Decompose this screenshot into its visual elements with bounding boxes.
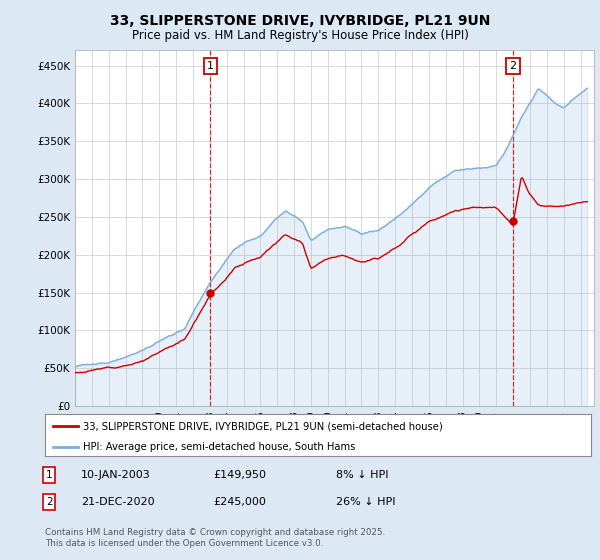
Text: Contains HM Land Registry data © Crown copyright and database right 2025.
This d: Contains HM Land Registry data © Crown c… (45, 528, 385, 548)
Text: 33, SLIPPERSTONE DRIVE, IVYBRIDGE, PL21 9UN (semi-detached house): 33, SLIPPERSTONE DRIVE, IVYBRIDGE, PL21 … (83, 421, 443, 431)
Text: Price paid vs. HM Land Registry's House Price Index (HPI): Price paid vs. HM Land Registry's House … (131, 29, 469, 42)
Text: £149,950: £149,950 (213, 470, 266, 480)
Text: 2: 2 (509, 61, 516, 71)
Text: £245,000: £245,000 (213, 497, 266, 507)
Text: HPI: Average price, semi-detached house, South Hams: HPI: Average price, semi-detached house,… (83, 442, 356, 452)
Text: 10-JAN-2003: 10-JAN-2003 (81, 470, 151, 480)
Text: 8% ↓ HPI: 8% ↓ HPI (336, 470, 389, 480)
Text: 21-DEC-2020: 21-DEC-2020 (81, 497, 155, 507)
Text: 26% ↓ HPI: 26% ↓ HPI (336, 497, 395, 507)
Text: 33, SLIPPERSTONE DRIVE, IVYBRIDGE, PL21 9UN: 33, SLIPPERSTONE DRIVE, IVYBRIDGE, PL21 … (110, 14, 490, 28)
Text: 2: 2 (46, 497, 53, 507)
Text: 1: 1 (46, 470, 53, 480)
Text: 1: 1 (207, 61, 214, 71)
